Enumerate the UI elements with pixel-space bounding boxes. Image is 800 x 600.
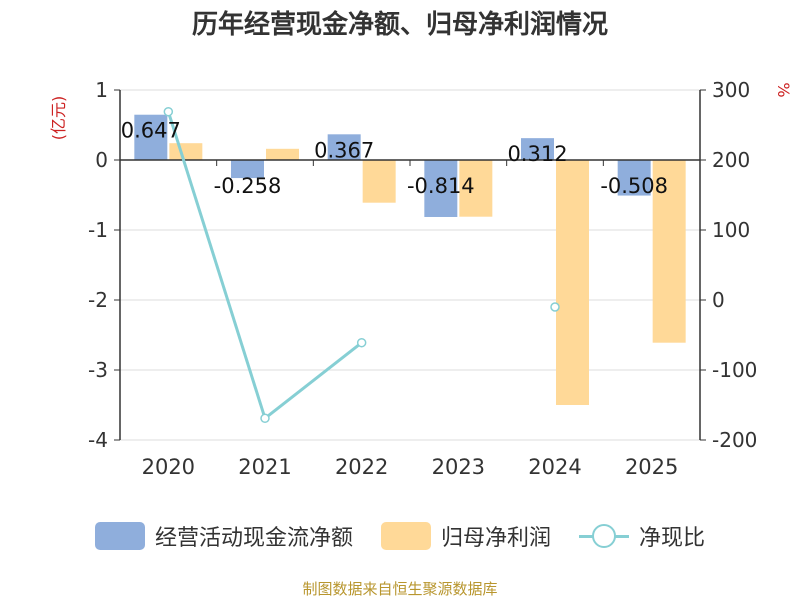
ratio-point [356, 337, 367, 348]
x-axis-tick-label: 2025 [625, 455, 678, 479]
bar-net-profit [362, 160, 396, 203]
ratio-line-segment [166, 111, 267, 419]
x-axis-tick-label: 2022 [335, 455, 388, 479]
bar-net-profit [652, 160, 686, 343]
left-axis-tick-label: -3 [88, 358, 108, 382]
x-axis-tick-label: 2023 [432, 455, 485, 479]
left-axis-unit-label: (亿元) [49, 96, 68, 141]
data-label-cash-flow: -0.508 [600, 174, 668, 198]
data-labels: 0.647 -0.258 0.367 -0.814 0.312 -0.508 [121, 119, 668, 198]
data-label-cash-flow: -0.258 [214, 174, 282, 198]
x-axis-tick-label: 2024 [528, 455, 581, 479]
ratio-line-segment [264, 341, 363, 420]
legend-label-ratio: 净现比 [639, 526, 706, 551]
data-label-cash-flow: 0.312 [507, 142, 567, 166]
x-axis-tick-label: 2021 [238, 455, 291, 479]
bar-cash-flow [231, 160, 264, 179]
tick-labels: 1 0 -1 -2 -3 -4 300 200 100 0 -100 -200 2020 2021 2022… [88, 78, 757, 479]
right-axis-tick-label: 100 [712, 218, 750, 242]
bar-net-profit [556, 160, 589, 405]
legend-label-cash-flow: 经营活动现金流净额 [154, 526, 353, 551]
legend-item-ratio[interactable]: 净现比 [579, 520, 705, 552]
legend-label-net-profit: 归母净利润 [440, 526, 551, 551]
legend: 经营活动现金流净额 归母净利润 净现比 [0, 518, 800, 554]
bar-series [134, 114, 686, 405]
bar-net-profit [459, 160, 493, 217]
legend-swatch-ratio [579, 522, 629, 550]
ratio-point [260, 413, 270, 424]
axes [114, 89, 706, 441]
legend-item-cash-flow[interactable]: 经营活动现金流净额 [94, 520, 353, 552]
right-axis-tick-label: 200 [712, 148, 750, 172]
bar-net-profit [169, 143, 203, 160]
right-axis-tick-label: -200 [712, 428, 757, 452]
bar-cash-flow [134, 114, 168, 160]
ratio-point [163, 106, 174, 117]
legend-swatch-net-profit [380, 522, 431, 550]
bar-cash-flow [424, 160, 458, 217]
x-axis-tick-label: 2020 [142, 455, 195, 479]
chart-title: 历年经营现金净额、归母净利润情况 [191, 10, 608, 40]
grid-lines [120, 89, 700, 441]
right-axis-unit-label: % [774, 82, 793, 97]
data-label-cash-flow: -0.814 [407, 174, 475, 198]
bar-cash-flow [617, 160, 651, 196]
ratio-point [550, 302, 560, 312]
left-axis-tick-label: -1 [88, 218, 108, 242]
data-label-cash-flow: 0.367 [314, 138, 374, 162]
right-axis-tick-label: 0 [712, 288, 725, 312]
legend-item-net-profit[interactable]: 归母净利润 [380, 520, 551, 552]
right-axis-tick-label: 300 [712, 78, 750, 102]
left-axis-tick-label: -2 [88, 288, 108, 312]
data-label-cash-flow: 0.647 [121, 119, 181, 143]
legend-swatch-cash-flow [94, 522, 145, 550]
ratio-line-series [163, 106, 560, 424]
bar-cash-flow [327, 134, 361, 160]
bar-net-profit [266, 148, 299, 160]
left-axis-tick-label: 1 [95, 78, 108, 102]
bar-cash-flow [521, 138, 554, 160]
source-note: 制图数据来自恒生聚源数据库 [302, 580, 498, 598]
left-axis-tick-label: 0 [95, 148, 108, 172]
right-axis-tick-label: -100 [712, 358, 757, 382]
left-axis-tick-label: -4 [88, 428, 108, 452]
